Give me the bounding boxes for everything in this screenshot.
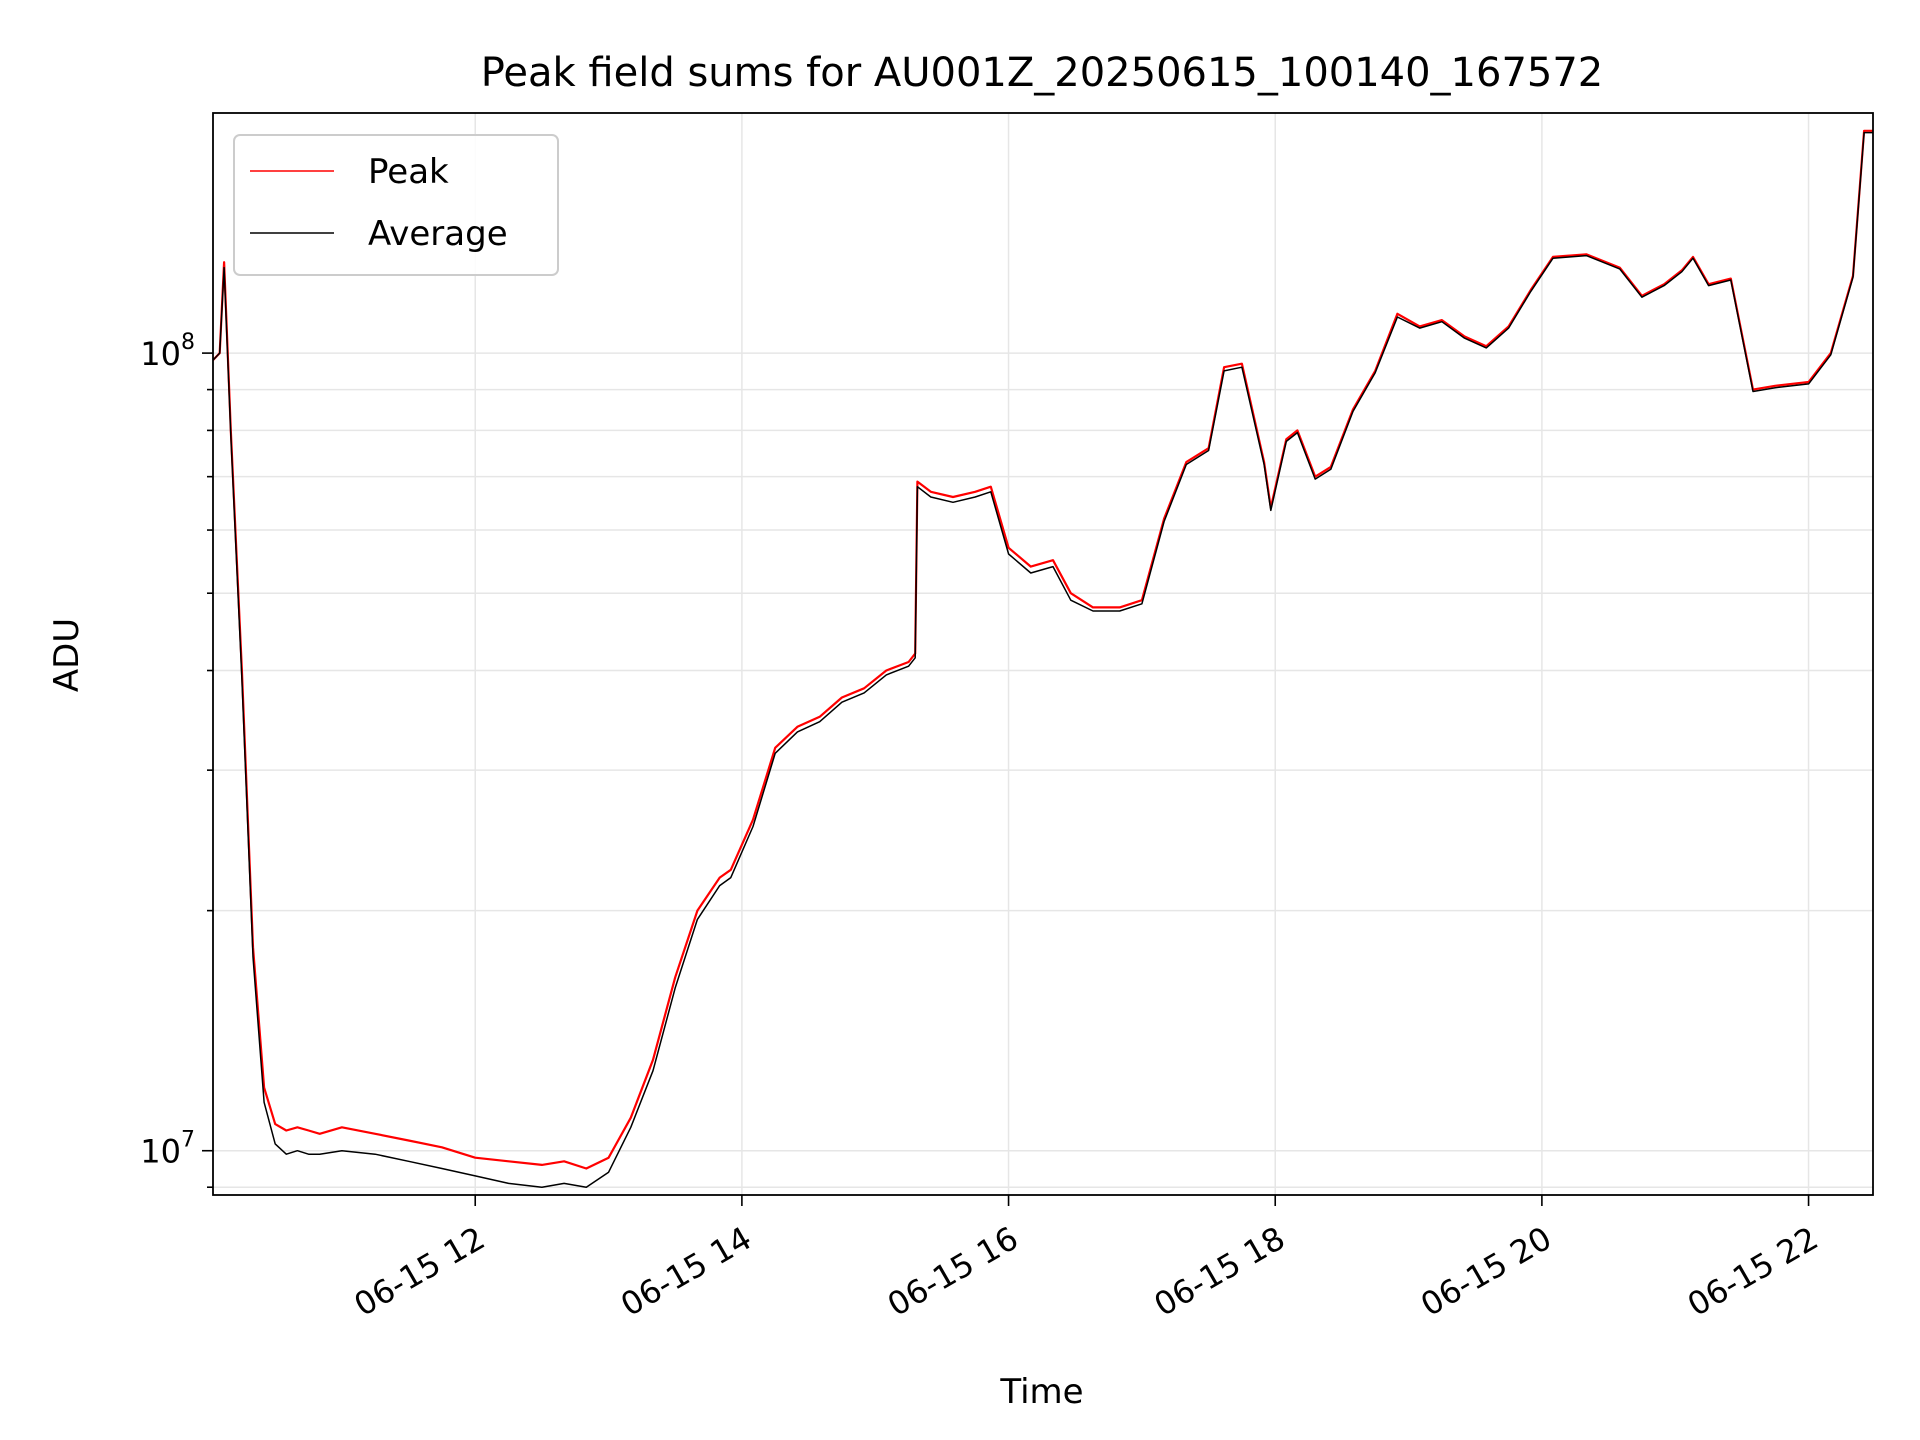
x-tick-label: 06-15 18 xyxy=(1148,1219,1292,1324)
grid-layer xyxy=(213,113,1873,1195)
series-line-peak xyxy=(213,129,1873,1170)
y-tick-label: 108 xyxy=(140,330,195,373)
y-tick-label: 107 xyxy=(140,1128,195,1171)
legend: Peak Average xyxy=(233,134,559,276)
x-axis-label: Time xyxy=(999,1372,1083,1412)
axes-layer xyxy=(212,112,1874,1196)
plot-frame xyxy=(212,112,1874,1196)
series-layer xyxy=(213,129,1873,1188)
x-tick-label: 06-15 14 xyxy=(614,1219,758,1324)
x-tick-label: 06-15 22 xyxy=(1681,1219,1825,1324)
legend-box xyxy=(233,134,559,276)
legend-label-peak: Peak xyxy=(368,152,449,192)
legend-label-average: Average xyxy=(368,214,508,254)
x-tick-label: 06-15 12 xyxy=(348,1219,492,1324)
y-axis-label: ADU xyxy=(47,618,87,692)
series-line-average xyxy=(213,131,1873,1188)
chart-title: Peak field sums for AU001Z_20250615_1001… xyxy=(481,50,1604,96)
ticks-layer: 06-15 12 06-15 14 06-15 16 06-15 18 06-15 20… xyxy=(140,330,1824,1324)
x-tick-label: 06-15 20 xyxy=(1414,1219,1558,1324)
x-tick-label: 06-15 16 xyxy=(881,1219,1025,1324)
